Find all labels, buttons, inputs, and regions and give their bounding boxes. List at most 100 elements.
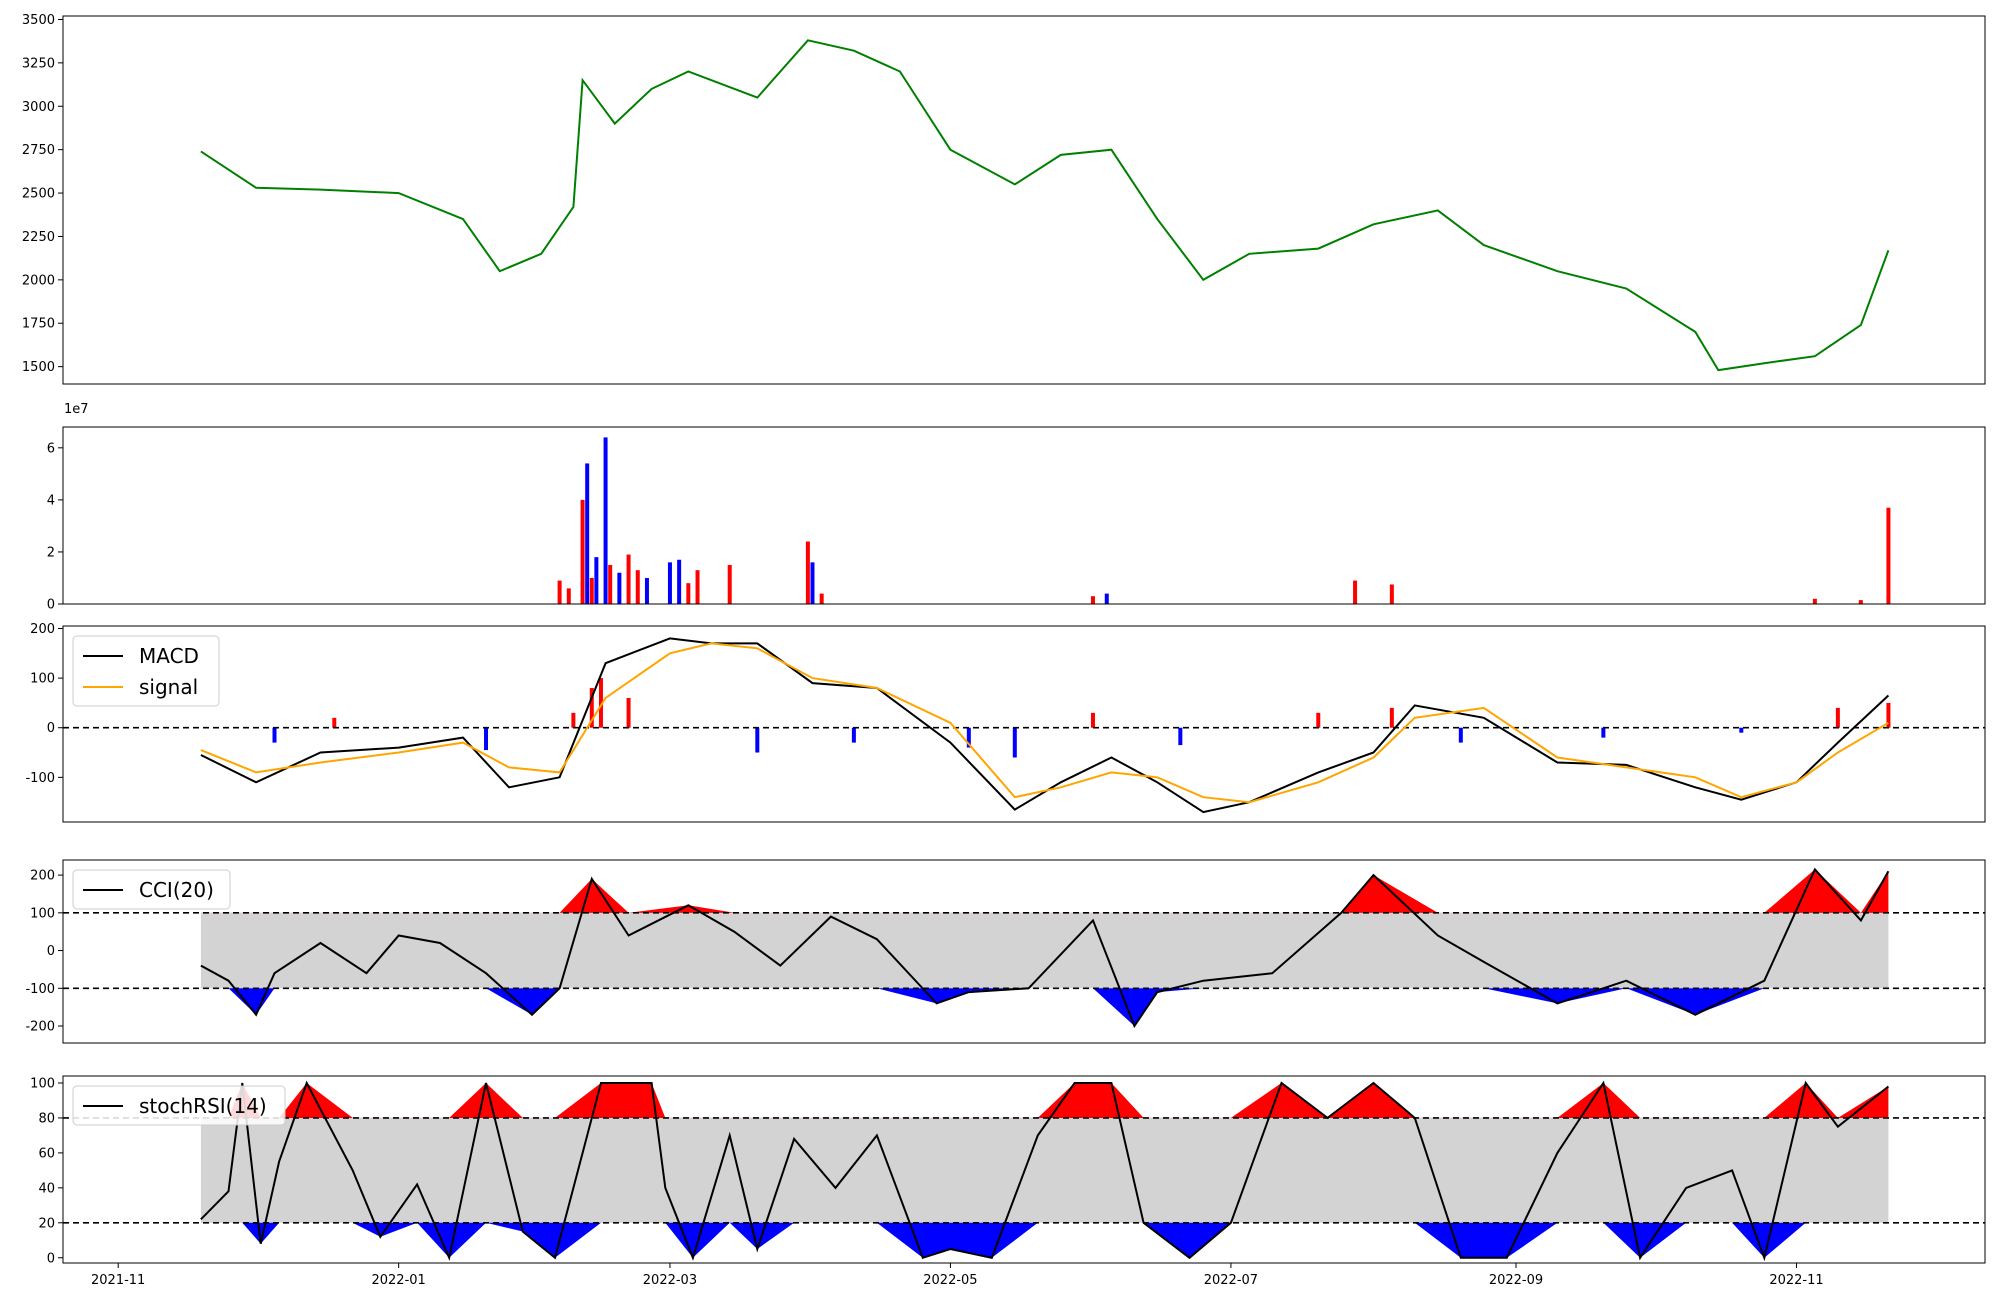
y-tick-label: 20 <box>38 1216 55 1231</box>
volume-bar <box>1389 584 1394 604</box>
volume-bar <box>589 577 594 604</box>
y-tick-label: 2750 <box>22 143 55 158</box>
y-tick-label: 0 <box>47 721 55 736</box>
volume-bar <box>695 570 700 604</box>
volume-bar <box>1858 600 1863 604</box>
y-tick-label: 0 <box>47 944 55 959</box>
y-tick-label: 40 <box>38 1181 55 1196</box>
volume-bar <box>819 593 824 604</box>
y-tick-label: 60 <box>38 1146 55 1161</box>
volume-bar <box>635 570 640 604</box>
macd-histogram-bar <box>1739 727 1744 733</box>
volume-bar <box>667 562 672 604</box>
volume-bar <box>557 580 562 604</box>
price-panel: 1500 1750 2000 2250 2500 2750 3000 3250 3500 <box>22 13 1986 385</box>
signal-line <box>200 642 1889 804</box>
x-tick-label: 2022-03 <box>643 1273 697 1288</box>
volume-bar <box>810 562 815 604</box>
macd-histogram-bar <box>626 697 631 728</box>
volume-bar <box>626 554 631 604</box>
x-tick-label: 2022-07 <box>1204 1273 1258 1288</box>
macd-histogram-bar <box>589 688 594 728</box>
macd-panel: -100 0 100 200 MACD signal <box>25 622 1986 823</box>
y-tick-label: 3000 <box>22 100 55 115</box>
macd-histogram-bar <box>598 678 603 728</box>
macd-histogram-bar <box>571 712 576 728</box>
macd-histogram-bar <box>851 727 856 743</box>
macd-histogram-bar <box>1090 712 1095 728</box>
y-tick-label: 0 <box>47 598 55 613</box>
threshold-band <box>200 912 1889 989</box>
y-tick-label: 2000 <box>22 273 55 288</box>
volume-exponent-label: 1e7 <box>64 402 89 417</box>
macd-histogram-bar <box>1012 727 1017 758</box>
legend-box <box>72 869 231 910</box>
volume-bar <box>686 583 691 604</box>
volume-bar <box>594 557 599 604</box>
volume-bar <box>1353 580 1358 604</box>
macd-histogram-bar <box>484 727 489 751</box>
volume-bar <box>1812 598 1817 604</box>
stochrsi-panel: 0 20 40 60 80 100 stochRSI(14) <box>30 1075 1986 1266</box>
macd-histogram-bar <box>1389 707 1394 728</box>
y-tick-label: 200 <box>30 622 55 637</box>
legend-label: CCI(20) <box>139 878 214 902</box>
macd-histogram-bar <box>272 727 277 743</box>
overbought-fill <box>200 1083 1889 1118</box>
price-line <box>200 39 1890 372</box>
x-tick-label: 2022-05 <box>923 1273 977 1288</box>
y-tick-label: 0 <box>47 1251 55 1266</box>
y-tick-label: 200 <box>30 869 55 884</box>
threshold-band <box>200 1117 1889 1223</box>
macd-histogram-bar <box>1601 727 1606 738</box>
volume-bar <box>805 541 810 604</box>
y-tick-label: -200 <box>25 1020 55 1035</box>
y-tick-label: -100 <box>25 771 55 786</box>
y-tick-label: 100 <box>30 672 55 687</box>
macd-line <box>200 637 1890 814</box>
oversold-fill <box>200 1222 1889 1258</box>
volume-bar <box>1090 596 1095 604</box>
x-tick-label: 2021-11 <box>91 1273 145 1288</box>
oversold-fill <box>200 988 1889 1026</box>
x-tick-label: 2022-01 <box>371 1273 425 1288</box>
panel-frame <box>62 426 1986 605</box>
macd-histogram-bar <box>1886 702 1891 728</box>
volume-bar <box>603 437 608 604</box>
panel-frame <box>62 1075 1986 1264</box>
macd-histogram-bar <box>332 717 337 728</box>
y-tick-label: -100 <box>25 982 55 997</box>
macd-histogram-bar <box>1178 727 1183 746</box>
y-tick-label: 1750 <box>22 317 55 332</box>
legend-box <box>72 635 220 707</box>
panel-frame <box>62 859 1986 1044</box>
y-tick-label: 6 <box>47 441 55 456</box>
legend-label: MACD <box>139 644 199 668</box>
volume-bar <box>585 463 590 604</box>
legend-label: signal <box>139 675 198 699</box>
stochrsi-line <box>200 1080 1890 1262</box>
y-tick-label: 4 <box>47 493 55 508</box>
panel-frame <box>62 625 1986 823</box>
x-tick-label: 2022-09 <box>1489 1273 1543 1288</box>
panel-frame <box>62 15 1986 385</box>
y-tick-label: 2500 <box>22 187 55 202</box>
y-tick-label: 2250 <box>22 230 55 245</box>
cci-line <box>200 867 1890 1029</box>
y-tick-label: 100 <box>30 906 55 921</box>
macd-histogram-bar <box>1835 707 1840 728</box>
volume-bar <box>644 577 649 604</box>
x-tick-label: 2022-11 <box>1769 1273 1823 1288</box>
volume-bar <box>617 572 622 604</box>
volume-bar <box>608 564 613 604</box>
y-tick-label: 3250 <box>22 56 55 71</box>
macd-histogram-bar <box>966 727 971 748</box>
volume-bar <box>1104 593 1109 604</box>
macd-histogram-bar <box>1458 727 1463 743</box>
y-tick-label: 100 <box>30 1076 55 1091</box>
volume-bar <box>580 499 585 604</box>
legend-label: stochRSI(14) <box>139 1094 267 1118</box>
volume-bar <box>727 564 732 604</box>
legend-box <box>72 1085 286 1126</box>
